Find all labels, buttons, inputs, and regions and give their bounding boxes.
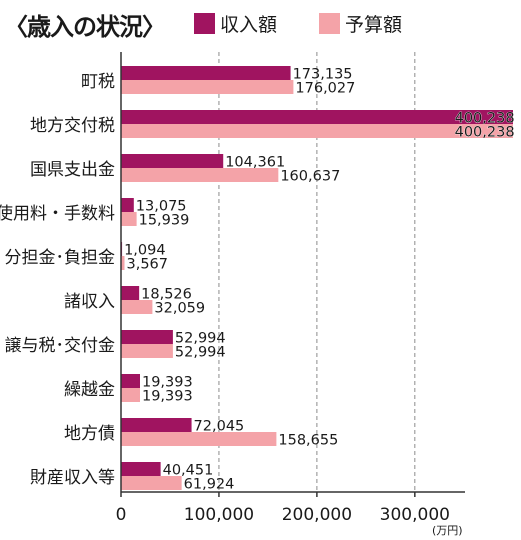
value-label-0-1: 400,238: [455, 111, 515, 127]
bar-1-5: [121, 300, 153, 314]
bar-0-7: [121, 374, 140, 388]
value-label-0-3: 13,075: [136, 199, 187, 215]
bar-0-9: [121, 462, 161, 476]
value-label-1-4: 3,567: [126, 257, 168, 273]
bar-1-7: [121, 388, 140, 402]
value-label-0-7: 19,393: [142, 375, 193, 391]
category-label-3: 使用料・手数料: [0, 203, 115, 224]
legend-item-budget: 予算額: [319, 11, 403, 36]
x-tick-label-2: 200,000: [282, 505, 352, 525]
chart-title: 〈歳入の状況〉: [4, 13, 166, 41]
value-label-0-4: 1,094: [124, 243, 166, 259]
legend-label-revenue: 収入額: [220, 13, 278, 36]
value-label-1-8: 158,655: [278, 433, 338, 449]
category-label-0: 町税: [81, 72, 115, 92]
bar-1-2: [121, 168, 279, 182]
bar-0-6: [121, 330, 173, 344]
category-label-5: 諸収入: [64, 292, 115, 312]
category-label-6: 譲与税･交付金: [5, 336, 116, 356]
value-label-0-0: 173,135: [293, 67, 353, 83]
value-label-1-2: 160,637: [280, 169, 340, 185]
bar-1-3: [121, 212, 137, 226]
value-label-1-3: 15,939: [139, 213, 190, 229]
unit-label: (万円): [432, 524, 463, 537]
value-label-0-5: 18,526: [141, 287, 192, 303]
value-label-1-9: 61,924: [184, 477, 235, 493]
bar-1-6: [121, 344, 173, 358]
bar-1-9: [121, 476, 182, 490]
bar-1-4: [121, 256, 125, 270]
category-label-7: 繰越金: [64, 380, 115, 400]
bar-0-2: [121, 154, 224, 168]
legend-label-budget: 予算額: [345, 13, 403, 36]
value-label-0-6: 52,994: [175, 331, 226, 347]
value-label-0-8: 72,045: [194, 419, 245, 435]
bar-1-1: [121, 124, 513, 138]
category-label-4: 分担金･負担金: [5, 248, 116, 268]
bar-0-5: [121, 286, 140, 300]
category-label-9: 財産収入等: [30, 468, 115, 488]
chart-header: 〈歳入の状況〉 収入額 予算額: [0, 0, 521, 44]
legend-swatch-budget: [319, 12, 340, 34]
bar-1-8: [121, 432, 277, 446]
value-label-1-5: 32,059: [154, 301, 205, 317]
category-label-1: 地方交付税: [30, 116, 115, 136]
value-label-1-0: 176,027: [295, 81, 355, 97]
x-tick-label-3: 300,000: [380, 505, 450, 525]
x-tick-label-1: 100,000: [184, 505, 254, 525]
bar-0-3: [121, 198, 134, 212]
x-tick-label-0: 0: [116, 505, 127, 525]
category-label-2: 国県支出金: [30, 160, 115, 180]
legend-swatch-revenue: [194, 12, 215, 34]
category-label-8: 地方債: [64, 424, 115, 444]
bar-1-0: [121, 80, 294, 94]
bar-0-8: [121, 418, 192, 432]
bar-0-0: [121, 66, 291, 80]
value-label-1-1: 400,238: [455, 125, 515, 141]
value-label-0-9: 40,451: [163, 463, 214, 479]
value-label-0-2: 104,361: [225, 155, 285, 171]
legend-item-revenue: 収入額: [194, 11, 278, 36]
value-label-1-6: 52,994: [175, 345, 226, 361]
value-label-1-7: 19,393: [142, 389, 193, 405]
bar-0-1: [121, 110, 513, 124]
